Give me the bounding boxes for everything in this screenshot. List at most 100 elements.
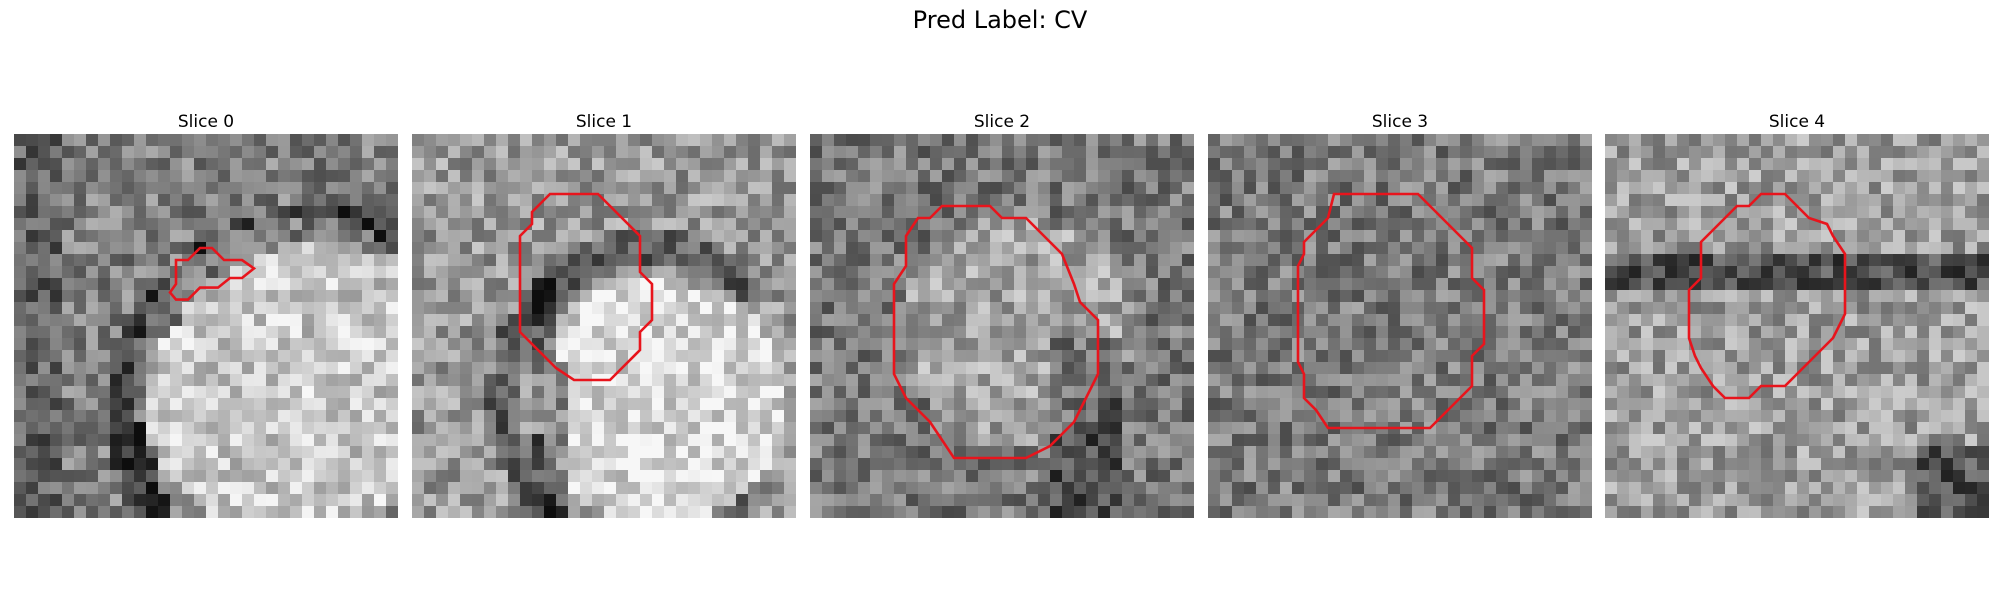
pixel <box>1280 482 1293 495</box>
pixel <box>472 434 485 447</box>
pixel <box>122 362 135 375</box>
pixel <box>230 158 243 171</box>
pixel <box>386 290 398 303</box>
pixel <box>748 230 761 243</box>
pixel <box>436 458 449 471</box>
pixel <box>206 470 219 483</box>
pixel <box>1929 422 1942 435</box>
pixel <box>1014 254 1027 267</box>
pixel <box>604 146 617 159</box>
pixel <box>1448 410 1461 423</box>
pixel <box>206 170 219 183</box>
pixel <box>1785 290 1798 303</box>
pixel <box>266 338 279 351</box>
pixel <box>290 146 303 159</box>
pixel <box>1002 338 1015 351</box>
pixel <box>134 254 147 267</box>
pixel <box>62 218 75 231</box>
pixel <box>1665 362 1678 375</box>
pixel <box>1014 446 1027 459</box>
pixel <box>1026 314 1039 327</box>
pixel <box>846 482 859 495</box>
pixel <box>472 290 485 303</box>
pixel <box>158 206 171 219</box>
pixel <box>520 170 533 183</box>
pixel <box>700 146 713 159</box>
pixel <box>858 374 871 387</box>
pixel <box>1232 242 1245 255</box>
pixel <box>1713 458 1726 471</box>
pixel <box>1484 254 1497 267</box>
pixel <box>50 374 63 387</box>
pixel <box>834 302 847 315</box>
pixel <box>412 350 425 363</box>
pixel <box>1737 326 1750 339</box>
pixel <box>412 242 425 255</box>
pixel <box>278 302 291 315</box>
pixel <box>1520 242 1533 255</box>
pixel <box>1244 266 1257 279</box>
pixel <box>1809 410 1822 423</box>
pixel <box>1761 278 1774 291</box>
pixel <box>1857 326 1870 339</box>
pixel <box>74 326 87 339</box>
pixel <box>1929 278 1942 291</box>
pixel <box>496 482 509 495</box>
pixel <box>1158 506 1171 518</box>
pixel <box>1074 506 1087 518</box>
pixel <box>278 314 291 327</box>
pixel <box>146 458 159 471</box>
pixel <box>846 350 859 363</box>
pixel <box>50 470 63 483</box>
pixel <box>386 482 398 495</box>
pixel <box>254 326 267 339</box>
pixel <box>1328 398 1341 411</box>
pixel <box>362 218 375 231</box>
pixel <box>98 290 111 303</box>
pixel <box>254 410 267 423</box>
pixel <box>1773 134 1786 147</box>
pixel <box>568 470 581 483</box>
pixel <box>374 290 387 303</box>
pixel <box>1086 194 1099 207</box>
pixel <box>412 146 425 159</box>
pixel <box>1869 230 1882 243</box>
pixel <box>1556 362 1569 375</box>
pixel <box>1232 266 1245 279</box>
pixel <box>1580 266 1592 279</box>
pixel <box>1146 326 1159 339</box>
pixel <box>98 242 111 255</box>
pixel <box>1146 146 1159 159</box>
pixel <box>834 206 847 219</box>
pixel <box>1436 338 1449 351</box>
pixel <box>1568 290 1581 303</box>
pixel <box>724 182 737 195</box>
pixel <box>520 398 533 411</box>
pixel <box>1580 134 1592 147</box>
pixel <box>834 254 847 267</box>
pixel <box>1436 134 1449 147</box>
pixel <box>1532 314 1545 327</box>
pixel <box>1026 434 1039 447</box>
pixel <box>954 350 967 363</box>
pixel <box>1484 146 1497 159</box>
pixel <box>736 338 749 351</box>
pixel <box>846 314 859 327</box>
pixel <box>1484 350 1497 363</box>
pixel <box>1605 254 1618 267</box>
pixel <box>1665 374 1678 387</box>
pixel <box>1761 350 1774 363</box>
pixel <box>1134 254 1147 267</box>
pixel <box>1737 218 1750 231</box>
pixel <box>98 494 111 507</box>
pixel <box>784 266 796 279</box>
pixel <box>1158 482 1171 495</box>
pixel <box>1665 218 1678 231</box>
pixel <box>1568 134 1581 147</box>
pixel <box>930 458 943 471</box>
pixel <box>1158 362 1171 375</box>
pixel <box>822 446 835 459</box>
pixel <box>1328 482 1341 495</box>
pixel <box>772 374 785 387</box>
pixel <box>374 146 387 159</box>
